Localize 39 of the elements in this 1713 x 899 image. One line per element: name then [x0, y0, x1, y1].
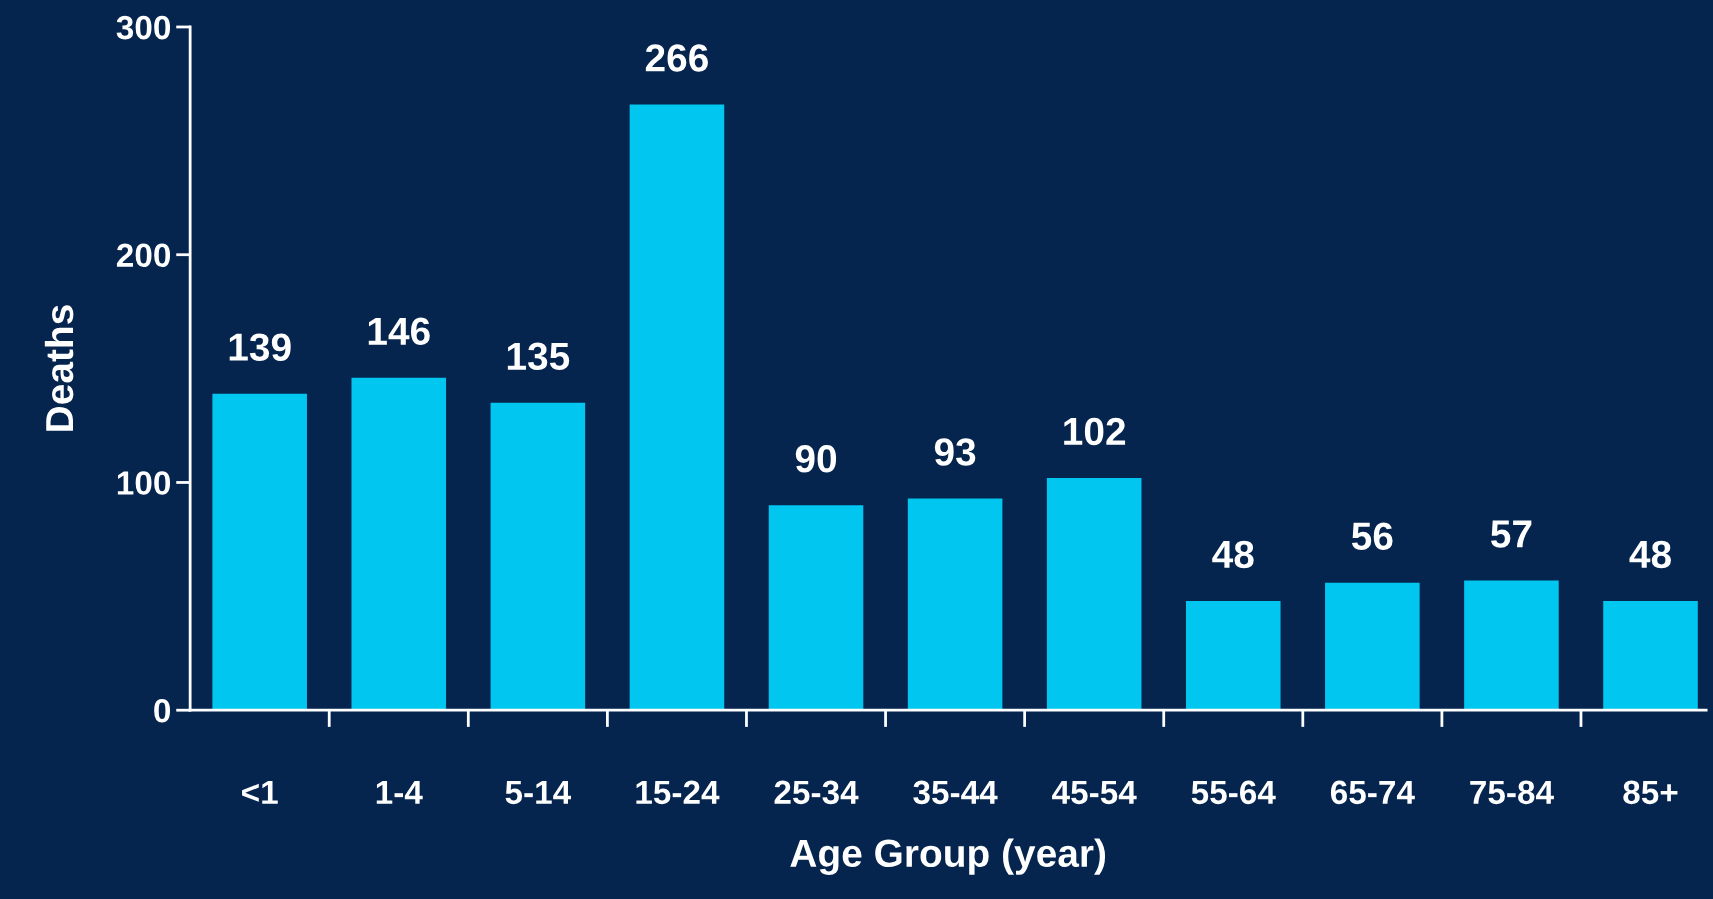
data-label: 57 — [1491, 520, 1532, 548]
y-tick-label: 0 — [154, 699, 171, 723]
data-label: 48 — [1212, 540, 1254, 569]
x-tick-label: 25-34 — [774, 780, 859, 805]
bar — [1046, 477, 1142, 711]
bar — [212, 393, 307, 711]
x-tick-label: 65-74 — [1330, 780, 1415, 805]
y-tick-label: 300 — [116, 15, 171, 40]
y-tick-label: 100 — [117, 471, 171, 495]
data-label: 56 — [1351, 522, 1393, 550]
bar — [907, 498, 1003, 711]
x-tick-label: <1 — [242, 780, 278, 804]
data-label: 48 — [1629, 540, 1671, 569]
x-tick-label: 35-44 — [913, 780, 998, 805]
bar — [1464, 580, 1559, 711]
data-label: 102 — [1064, 417, 1126, 446]
data-label: 266 — [645, 44, 708, 72]
x-tick-label: 45-54 — [1052, 780, 1137, 805]
bar — [1325, 582, 1420, 711]
bar — [1603, 600, 1698, 711]
x-tick-label: 5-14 — [505, 780, 572, 805]
x-tick-label: 55-64 — [1191, 780, 1276, 805]
bar — [629, 104, 725, 711]
data-label: 139 — [229, 333, 291, 362]
bar — [490, 402, 586, 711]
bar — [768, 505, 864, 711]
x-tick-label: 1-4 — [376, 780, 423, 804]
x-axis-title: Age Group (year) — [790, 838, 1106, 875]
data-label: 93 — [934, 438, 976, 466]
y-axis-title: Deaths — [44, 305, 74, 431]
x-tick-label: 75-84 — [1470, 780, 1554, 805]
bar — [351, 377, 447, 711]
y-tick-label: 200 — [116, 243, 171, 268]
x-tick-label: 85+ — [1623, 780, 1678, 805]
data-label: 135 — [507, 342, 570, 371]
bar — [1185, 600, 1281, 711]
data-label: 146 — [368, 317, 430, 346]
x-tick-label: 15-24 — [636, 780, 720, 805]
data-label: 90 — [795, 445, 837, 473]
